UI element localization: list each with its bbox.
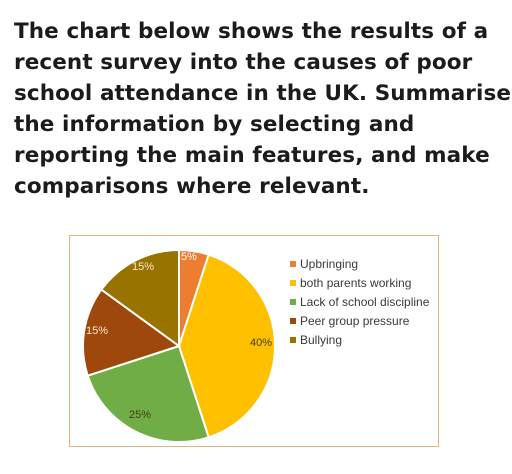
legend-label: Lack of school discipline (300, 295, 430, 309)
slice-data-label: 25% (129, 409, 151, 421)
legend-label: Peer group pressure (300, 314, 410, 328)
pie-slice (81, 288, 182, 377)
slice-data-label: 5% (181, 251, 197, 263)
prompt-line: school attendance in the UK. Summarise (14, 81, 512, 106)
prompt-line: the information by selecting and (14, 112, 415, 137)
prompt-line: reporting the main features, and make (14, 143, 490, 168)
legend-swatch (290, 261, 296, 267)
legend-swatch (290, 280, 296, 286)
slice-data-label: 15% (132, 261, 154, 273)
legend-swatch (290, 299, 296, 305)
slice-data-label: 15% (86, 325, 108, 337)
pie-slice (177, 253, 276, 439)
legend-label: both parents working (300, 276, 411, 290)
pie-chart: 5% 40% 25% 15% 15% Upbringing both parents wor… (81, 248, 430, 443)
legend-label: Bullying (300, 333, 342, 347)
pie-slice (86, 344, 210, 443)
prompt-line: The chart below shows the results of a (14, 19, 489, 44)
prompt-line: comparisons where relevant. (14, 174, 370, 199)
legend-label: Upbringing (300, 257, 358, 271)
slice-data-label: 40% (250, 337, 272, 349)
prompt-line: recent survey into the causes of poor (14, 50, 473, 75)
task-prompt: The chart below shows the results of a r… (14, 16, 512, 202)
legend-swatch (290, 337, 296, 343)
pie-chart-frame: 5% 40% 25% 15% 15% Upbringing both parents wor… (69, 235, 439, 447)
pie-slice (99, 248, 180, 348)
legend-swatch (290, 318, 296, 324)
